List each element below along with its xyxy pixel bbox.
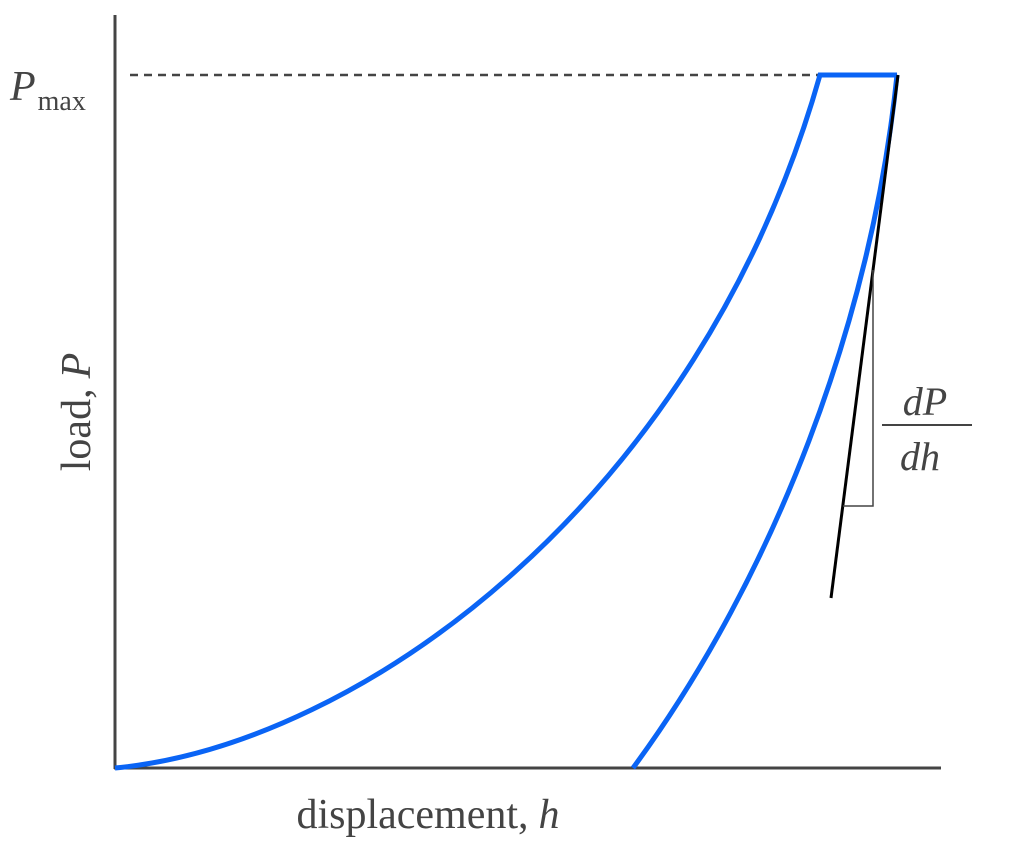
- y-axis-label: load, P: [54, 353, 100, 471]
- x-axis-label: displacement, h: [296, 792, 559, 838]
- x-axis-text: displacement,: [296, 792, 528, 838]
- tangent-line: [829, 74, 900, 599]
- slope-numerator: dP: [903, 379, 947, 424]
- slope-denominator: dh: [900, 434, 940, 479]
- p-max-label: Pmax: [9, 64, 86, 117]
- x-axis-symbol: h: [539, 792, 560, 838]
- loading-curve: [114, 72, 897, 771]
- p-symbol: P: [9, 64, 36, 110]
- slope-triangle: [843, 270, 874, 507]
- y-axis-symbol: P: [54, 353, 100, 380]
- y-axis-text: load,: [54, 388, 100, 471]
- p-subscript: max: [38, 86, 86, 117]
- unloading-curve: [630, 74, 900, 770]
